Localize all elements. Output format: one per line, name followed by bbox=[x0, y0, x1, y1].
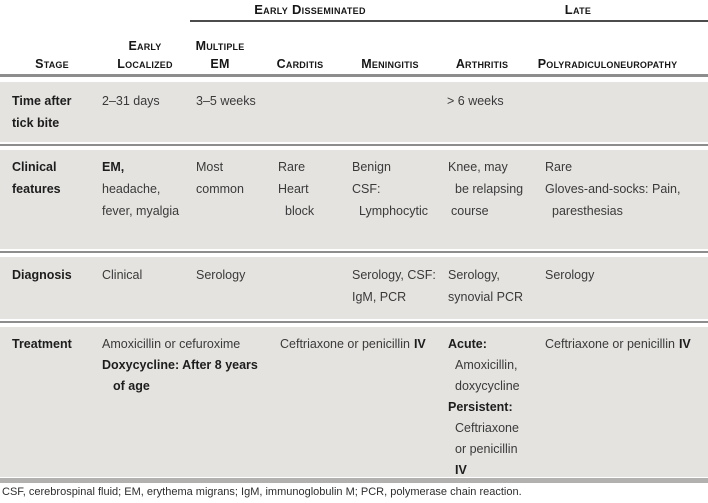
table-bottom-bar bbox=[0, 478, 708, 483]
row-label-clinical: Clinical features bbox=[12, 160, 61, 196]
cell-time-multiple-em: 3–5 weeks bbox=[196, 94, 256, 108]
row-band-clinical bbox=[0, 150, 708, 249]
cell-clinical-multiple-em: Most common bbox=[196, 160, 244, 196]
cell-clinical-early-localized: EM, headache, fever, myalgia bbox=[102, 160, 180, 218]
cell-treatment-early-localized: Amoxicillin or cefuroxime Doxycycline: A… bbox=[102, 337, 258, 393]
header-separator-rule bbox=[0, 74, 708, 77]
cell-diagnosis-multiple-em: Serology bbox=[196, 268, 246, 282]
cell-clinical-meningitis: Benign CSF: Lymphocytic bbox=[352, 160, 429, 218]
group-header-underline bbox=[190, 20, 708, 22]
row-label-time: Time after tick bite bbox=[12, 94, 72, 130]
cell-diagnosis-polyradiculoneuropathy: Serology bbox=[545, 268, 595, 282]
cell-treatment-polyradiculoneuropathy: Ceftriaxone or penicillin IV bbox=[545, 337, 691, 351]
column-header-multiple-em: Multiple EM bbox=[195, 39, 245, 71]
cell-time-early-localized: 2–31 days bbox=[102, 94, 160, 108]
abbreviation-footnote: CSF, cerebrospinal fluid; EM, erythema m… bbox=[2, 486, 522, 498]
cell-clinical-polyradiculoneuropathy: Rare Gloves-and-socks: Pain, paresthesia… bbox=[545, 160, 681, 218]
cell-clinical-arthritis: Knee, may be relapsing course bbox=[448, 160, 524, 218]
row-separator-2 bbox=[0, 251, 708, 253]
row-separator-1 bbox=[0, 144, 708, 146]
column-header-carditis: Carditis bbox=[276, 57, 324, 71]
cell-diagnosis-early-localized: Clinical bbox=[102, 268, 143, 282]
cell-treatment-arthritis: Acute: Amoxicillin, doxycycline Persiste… bbox=[448, 337, 520, 477]
row-band-treatment bbox=[0, 327, 708, 477]
row-label-treatment: Treatment bbox=[12, 337, 72, 351]
cell-diagnosis-arthritis: Serology, synovial PCR bbox=[448, 268, 524, 304]
column-header-arthritis: Arthritis bbox=[455, 57, 509, 71]
cell-treatment-carditis-meningitis: Ceftriaxone or penicillin IV bbox=[280, 337, 426, 351]
cell-time-arthritis: > 6 weeks bbox=[447, 94, 504, 108]
column-header-polyradiculoneuropathy: Polyradiculoneuropathy bbox=[537, 57, 678, 71]
row-label-diagnosis: Diagnosis bbox=[12, 268, 72, 282]
group-header-late: Late bbox=[564, 2, 592, 17]
group-header-early-disseminated: Early Disseminated bbox=[254, 2, 366, 17]
cell-clinical-carditis: Rare Heart block bbox=[278, 160, 315, 218]
column-header-stage: Stage bbox=[35, 57, 69, 71]
column-header-early-localized: Early Localized bbox=[117, 39, 173, 71]
row-separator-3 bbox=[0, 321, 708, 323]
column-header-meningitis: Meningitis bbox=[361, 57, 419, 71]
cell-diagnosis-meningitis: Serology, CSF: IgM, PCR bbox=[352, 268, 436, 304]
row-band-diagnosis bbox=[0, 257, 708, 319]
row-band-time bbox=[0, 82, 708, 142]
